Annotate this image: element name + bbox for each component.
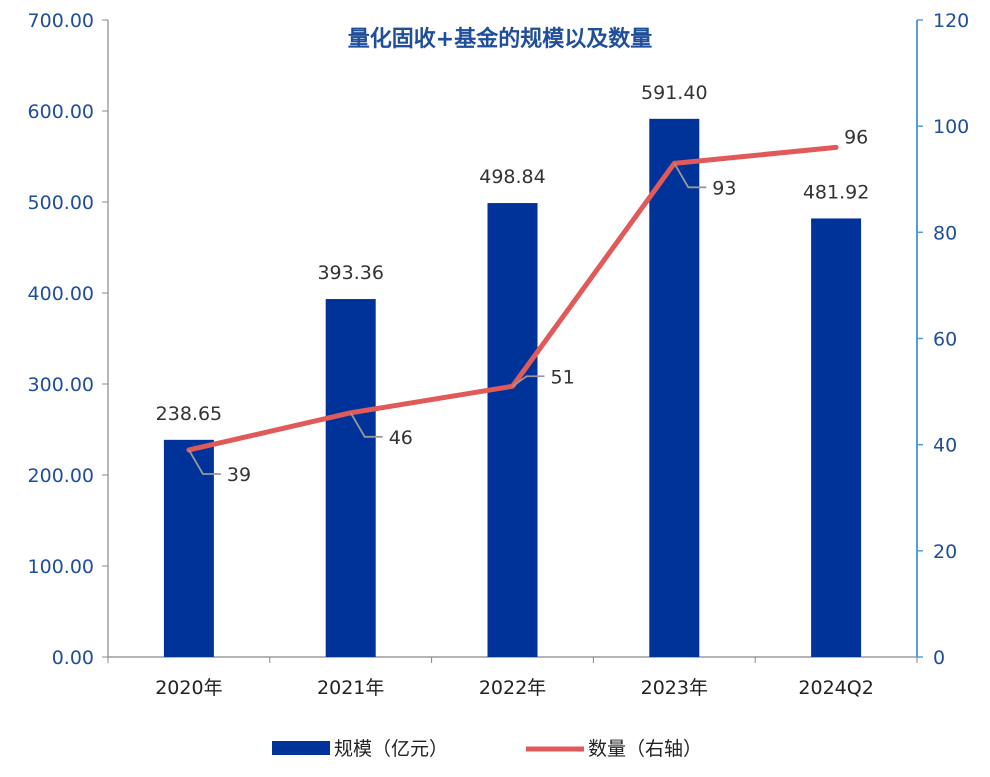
y-left-tick-label: 0.00 bbox=[52, 647, 94, 669]
leader-line bbox=[349, 412, 383, 438]
x-tick-label: 2023年 bbox=[641, 677, 708, 699]
y-left-tick-label: 400.00 bbox=[28, 283, 94, 305]
bar-series: 238.65 393.36 498.84 591.40 481.92 bbox=[156, 82, 869, 658]
y-right-tick-label: 0 bbox=[933, 647, 945, 669]
bar bbox=[649, 118, 700, 658]
legend-line-label: 数量（右轴） bbox=[588, 738, 702, 760]
bar-data-label: 393.36 bbox=[317, 262, 383, 284]
y-right-tick-label: 100 bbox=[933, 116, 969, 138]
line-data-label: 96 bbox=[844, 126, 868, 148]
line-series: 39 46 51 93 96 bbox=[186, 126, 868, 486]
x-tick-label: 2022年 bbox=[479, 677, 546, 699]
y-left-tick-label: 100.00 bbox=[28, 556, 94, 578]
line-data-label: 51 bbox=[551, 366, 575, 388]
y-right-tick-label: 60 bbox=[933, 329, 957, 351]
y-left-tick-label: 600.00 bbox=[28, 101, 94, 123]
bar-data-label: 498.84 bbox=[479, 166, 545, 188]
legend-bar-label: 规模（亿元） bbox=[334, 738, 448, 760]
leader-line bbox=[511, 375, 545, 388]
line-data-label: 93 bbox=[712, 177, 736, 199]
bar bbox=[325, 299, 376, 657]
y-right-tick-label: 40 bbox=[933, 435, 957, 457]
bar-data-label: 481.92 bbox=[803, 181, 869, 203]
bar-data-label: 238.65 bbox=[156, 403, 222, 425]
y-right-tick-label: 20 bbox=[933, 541, 957, 563]
bar-data-label: 591.40 bbox=[641, 82, 707, 104]
legend-bar-swatch bbox=[272, 741, 330, 755]
x-tick-label: 2021年 bbox=[317, 677, 384, 699]
x-tick-label: 2024Q2 bbox=[798, 677, 873, 699]
y-left-tick-label: 300.00 bbox=[28, 374, 94, 396]
y-left-tick-label: 700.00 bbox=[28, 10, 94, 32]
line-data-label: 46 bbox=[389, 427, 413, 449]
y-right-tick-label: 120 bbox=[933, 10, 969, 32]
axes: 0.00 100.00 200.00 300.00 400.00 500.00 600.00… bbox=[28, 10, 970, 699]
bar bbox=[811, 218, 862, 657]
x-tick-label: 2020年 bbox=[155, 677, 222, 699]
chart-title: 量化固收+基金的规模以及数量 bbox=[348, 26, 652, 52]
bar bbox=[163, 439, 214, 657]
line-data-label: 39 bbox=[227, 464, 251, 486]
line-path bbox=[186, 144, 839, 453]
y-left-tick-label: 200.00 bbox=[28, 465, 94, 487]
y-right-tick-label: 80 bbox=[933, 222, 957, 244]
leader-line bbox=[673, 162, 707, 189]
leader-line bbox=[188, 449, 221, 475]
bar bbox=[487, 203, 538, 657]
y-left-tick-label: 500.00 bbox=[28, 192, 94, 214]
legend: 规模（亿元） 数量（右轴） bbox=[272, 738, 702, 760]
